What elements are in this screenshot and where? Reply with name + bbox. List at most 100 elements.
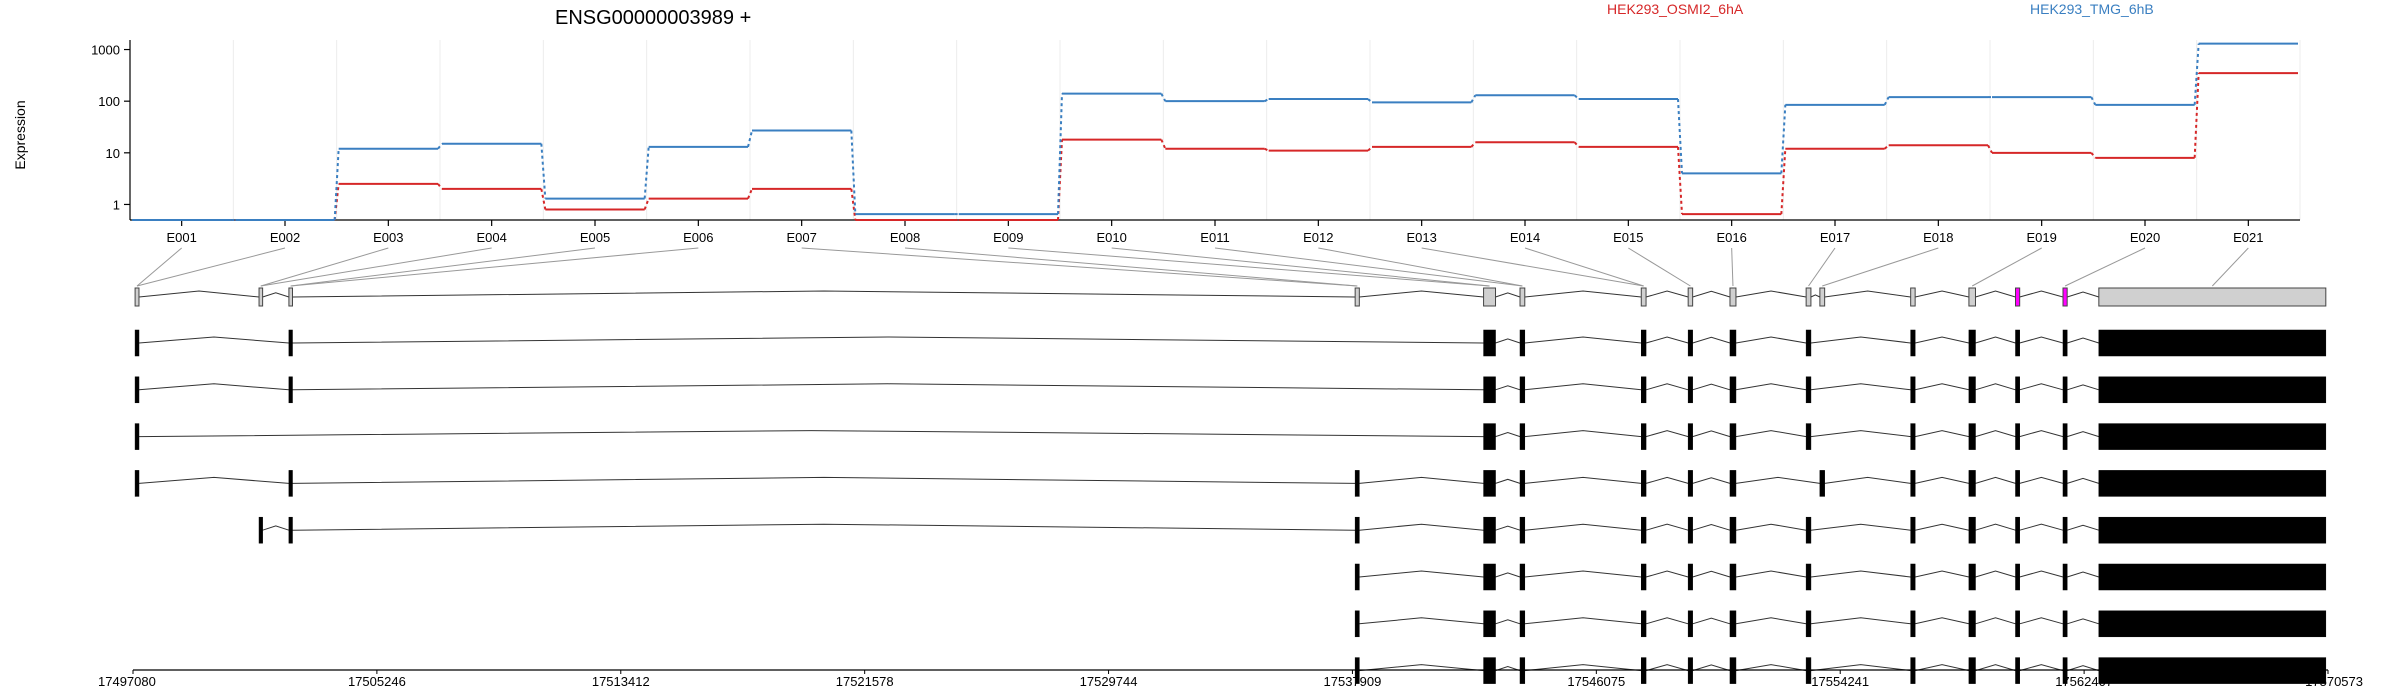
exon-label: E003 [373,230,403,245]
intron [2019,290,2064,298]
exon-connector [1318,247,1523,287]
intron [1975,383,2016,391]
transcript-exon [1483,470,1496,497]
intron [1692,336,1731,344]
exon-connector [260,247,492,287]
genomic-tick-label: 17546075 [1567,674,1625,689]
intron [262,292,290,298]
genomic-tick-label: 17570573 [2305,674,2363,689]
vertical-gridlines [129,40,2301,220]
model-exon [1819,287,1826,307]
intron [1735,476,1820,484]
transcript-exon [2015,423,2020,450]
model-exon [2062,287,2068,307]
intron [2067,384,2099,391]
transcript-exon [1519,563,1526,591]
intron [1495,292,1521,298]
transcript-exon [2098,516,2327,544]
exon-label: E021 [2233,230,2263,245]
exon-connector [1731,247,1734,287]
transcript-exon [1687,329,1693,357]
exon-connector [1214,247,1523,287]
intron [1975,617,2016,625]
transcript-exon [1483,610,1496,638]
transcript-exon [1729,376,1737,404]
exon-label: E012 [1303,230,1333,245]
intron [2019,664,2064,672]
y-tick-label: 1 [113,197,120,212]
intron [1645,383,1689,391]
intron [1692,617,1731,625]
genomic-tick-label: 17562407 [2055,674,2113,689]
genomic-axis: 17497080 17505246 17513412 17521578 17529744… [98,669,2363,689]
series-connector [1367,98,1373,104]
transcript-exon [1483,376,1496,404]
series-connector [643,146,650,199]
intron [1359,664,1484,672]
y-axis-label: Expression [12,100,28,169]
transcript-exon [1910,563,1916,591]
intron [1524,290,1642,298]
transcript-exon [1805,376,1812,404]
intron [138,430,1484,438]
genomic-tick-label: 17521578 [836,674,894,689]
model-exon [1519,287,1526,307]
intron [1915,383,1970,391]
intron [1495,385,1521,391]
genomic-tick-label: 17537909 [1324,674,1382,689]
exon-connector [1421,247,1644,287]
series-connector [1780,148,1787,215]
model-exon [1687,287,1694,307]
intron [1495,338,1521,344]
series-connector [1987,144,1993,154]
y-tick-label: 1000 [91,43,120,58]
transcript-exon [1968,470,1976,497]
transcript-exon [1519,516,1526,544]
genomic-tick-label: 17529744 [1080,674,1138,689]
series-connector [1573,94,1580,100]
intron [1975,430,2016,438]
series-connector [2193,73,2200,158]
intron [2067,477,2099,484]
intron [2019,336,2064,344]
intron [292,523,1356,531]
transcript-exon [288,516,293,544]
transcript-exon [1687,610,1693,638]
transcript-exon [2062,423,2068,450]
exon-labels: E001 E002 E003 E004 E005 E006 E007 E008 E009 E010… [166,230,2263,245]
series-connector [643,198,650,210]
intron [1824,476,1911,484]
exon-connector [260,247,389,287]
exon-label: E009 [993,230,1023,245]
transcript-exon [288,329,293,357]
exon-connector [1971,247,2042,287]
transcript-exon [1805,423,1812,450]
y-tick-label: 100 [98,94,120,109]
intron [1735,290,1807,298]
series-HEK293_TMG_6hB [132,42,2298,221]
transcript-exon [1805,563,1812,591]
intron [138,290,260,298]
exon-label: E005 [580,230,610,245]
transcript-exon [2015,376,2020,404]
intron [1735,664,1807,672]
exon-label: E011 [1200,230,1229,245]
intron [1645,523,1689,531]
intron [1975,476,2016,484]
intron [1975,523,2016,531]
intron [2019,570,2064,578]
exon-connector [1008,247,1490,287]
exon-connector [136,247,182,287]
series-connector [1264,98,1270,103]
model-exon [1968,287,1976,307]
exon-label: E006 [683,230,713,245]
exon-connector [290,247,699,287]
intron [1915,336,1970,344]
model-exon [1910,287,1916,307]
intron [2019,383,2064,391]
intron [1692,524,1731,531]
transcript-exon [1729,563,1737,591]
intron [1735,336,1807,344]
genomic-tick-label: 17497080 [98,674,156,689]
exon-connector [136,247,286,287]
